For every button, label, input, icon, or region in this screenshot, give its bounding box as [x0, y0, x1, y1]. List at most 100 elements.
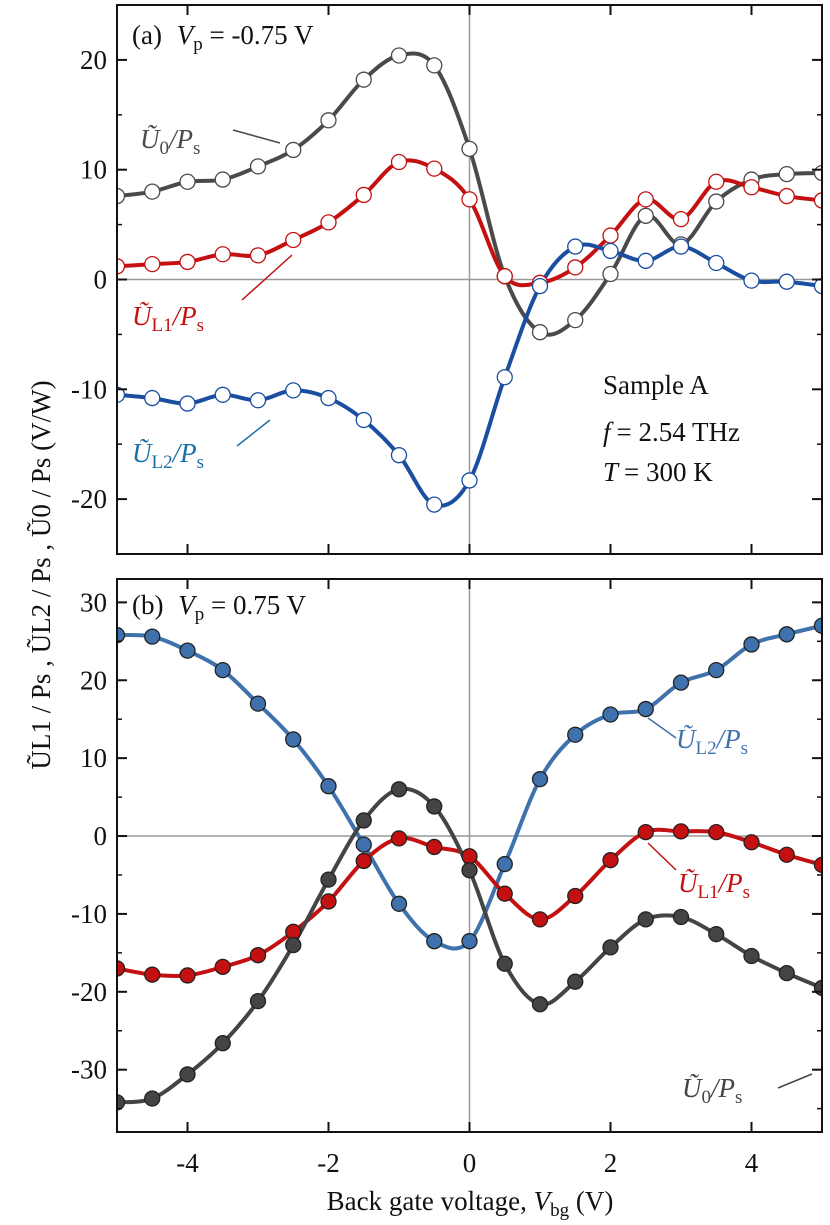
- panel-b-series-0-point: [144, 628, 161, 645]
- panel-b-series-2-point: [426, 798, 443, 815]
- panel-a-series-1-point: [249, 247, 267, 264]
- panel-b-series-1-point: [426, 838, 443, 856]
- panel-b-series-1-point: [320, 893, 337, 910]
- panel-b-leader-ul2: [647, 717, 677, 739]
- panel-a-leader-ul1: [241, 254, 293, 301]
- panel-a-y-tick-label: 20: [80, 45, 107, 75]
- panel-a-plot-area: [117, 5, 822, 554]
- panel-a-series-0-point: [285, 141, 302, 159]
- panel-b-series-2-point: [743, 947, 760, 965]
- annotation-sample: Sample A: [603, 370, 709, 400]
- y-axis-label-text: ŨL1 / Ps , ŨL2 / Ps , Ũ0 / Ps (V/W): [26, 380, 56, 769]
- panel-b-series-2-point: [496, 955, 513, 972]
- panel-b-title-value: = 0.75 V: [204, 590, 306, 620]
- panel-b-leader-u0: [777, 1073, 813, 1089]
- panel-b-series-2-point: [214, 1035, 231, 1052]
- panel-b-series-1-point: [496, 885, 513, 902]
- panel-a-series-0-point: [531, 324, 549, 341]
- panel-b-series-0-point: [214, 661, 231, 679]
- panel-b-x-tick-label: 4: [745, 1148, 759, 1178]
- label-den-sub: s: [741, 738, 748, 759]
- panel-b-x-tick-label: -2: [317, 1148, 340, 1178]
- panel-b-series-0-point: [179, 642, 196, 659]
- panel-b-series-2-point: [117, 1094, 126, 1111]
- panel-b-series-1-point: [390, 830, 408, 847]
- panel-b-series-0-point: [426, 933, 443, 950]
- panel-b-series-1-point: [672, 823, 690, 840]
- panel-a-series-1-point: [496, 268, 513, 285]
- panel-a-series-0-point: [355, 71, 372, 88]
- panel-a-series-2-point: [117, 386, 126, 403]
- panel-a-title-value: = -0.75 V: [203, 20, 314, 50]
- panel-b-y-tick-label: 30: [80, 587, 107, 617]
- panel-a-series-0-point: [602, 265, 619, 283]
- panel-b-series-1-point: [144, 966, 161, 983]
- panel-b-series-1-point: [355, 852, 372, 870]
- panel-a-series-1-point: [179, 253, 196, 271]
- panel-b-y-tick-label: 0: [94, 821, 108, 851]
- panel-a-label-ul1: ŨL1/Ps: [132, 301, 204, 336]
- panel-a-series-2-point: [567, 238, 584, 255]
- panel-b-series-0-point: [637, 700, 654, 718]
- panel-a-series-0-point: [778, 165, 795, 183]
- panel-b-y-tick-label: 20: [80, 665, 107, 695]
- panel-a-title-sub: p: [193, 34, 203, 55]
- label-den-sub: s: [197, 452, 204, 473]
- panel-b-series-1-point: [117, 960, 126, 977]
- panel-a-leader-u0: [232, 129, 281, 144]
- annotation-frequency-value: = 2.54 THz: [617, 417, 740, 447]
- panel-b-series-2-point: [285, 936, 302, 954]
- panel-b-series-2-point: [355, 812, 372, 829]
- panel-a-series-1-point: [426, 160, 443, 177]
- panel-a-y-tick-label: -20: [71, 484, 107, 514]
- panel-a-ticks: -20 -10 0 10 20: [71, 5, 822, 554]
- panel-a-series-0-point: [214, 171, 231, 188]
- panel-a-series-0-point: [144, 183, 161, 200]
- panel-b-series-0-point: [249, 695, 267, 712]
- panel-a-series-1-point: [144, 255, 161, 273]
- panel-a-label: (a): [132, 20, 162, 50]
- panel-b-label-ul2: ŨL2/Ps: [676, 724, 748, 759]
- panel-b-series-0-point: [708, 661, 725, 679]
- panel-b-series-0-point: [320, 778, 337, 795]
- panel-a-series-2-point: [426, 496, 443, 513]
- panel-b-series-2-point: [708, 926, 725, 943]
- panel-b-series-0-point: [117, 626, 126, 644]
- panel-a-series-2-point: [708, 254, 725, 272]
- label-den-sub: s: [735, 1087, 742, 1108]
- panel-a-series-line-0: [117, 51, 822, 337]
- panel-b-series-1-point: [249, 947, 267, 964]
- panel-a-series-2-point: [320, 389, 337, 407]
- panel-b-series-2-point: [249, 992, 267, 1010]
- panel-b-series-2-point: [637, 911, 654, 928]
- panel-b-x-tick-label: 2: [604, 1148, 618, 1178]
- y-axis-label: ŨL1 / Ps , ŨL2 / Ps , Ũ0 / Ps (V/W): [26, 380, 56, 769]
- panel-a-series-2-point: [531, 277, 549, 295]
- label-den: /P: [717, 868, 743, 898]
- panel-a-series-0-point: [320, 112, 337, 129]
- panel-a-series-1-point: [214, 246, 231, 263]
- panel-b-series-0-point: [672, 674, 690, 691]
- panel-a-series-2-point: [672, 238, 690, 255]
- annotation-temperature-var: T: [603, 457, 620, 487]
- panel-b-y-tick-label: -30: [71, 1055, 107, 1085]
- label-den: /P: [171, 301, 197, 331]
- label-den-sub: s: [193, 138, 200, 159]
- panel-a-series-0-point: [249, 158, 267, 175]
- panel-b-y-tick-label: -10: [71, 899, 107, 929]
- panel-a-series-0-point: [117, 187, 126, 205]
- x-axis-label-unit: (V): [569, 1186, 613, 1216]
- panel-a-series-2-point: [743, 272, 760, 289]
- panel-a-y-tick-label: 10: [80, 155, 107, 185]
- panel-b-series-2-point: [602, 939, 619, 956]
- panel-a-series-1-point: [708, 173, 725, 190]
- panel-b-title: (b) Vp = 0.75 V: [132, 590, 306, 625]
- panel-a-series-1-point: [461, 191, 478, 208]
- label-sub: 0: [160, 138, 170, 159]
- panel-b-title-var: V: [178, 590, 198, 620]
- panel-b-series-2-point: [461, 862, 478, 879]
- panel-a-title: (a) Vp = -0.75 V: [132, 20, 314, 55]
- panel-b-series-1-point: [567, 887, 584, 905]
- panel-b-series-1-point: [778, 846, 795, 863]
